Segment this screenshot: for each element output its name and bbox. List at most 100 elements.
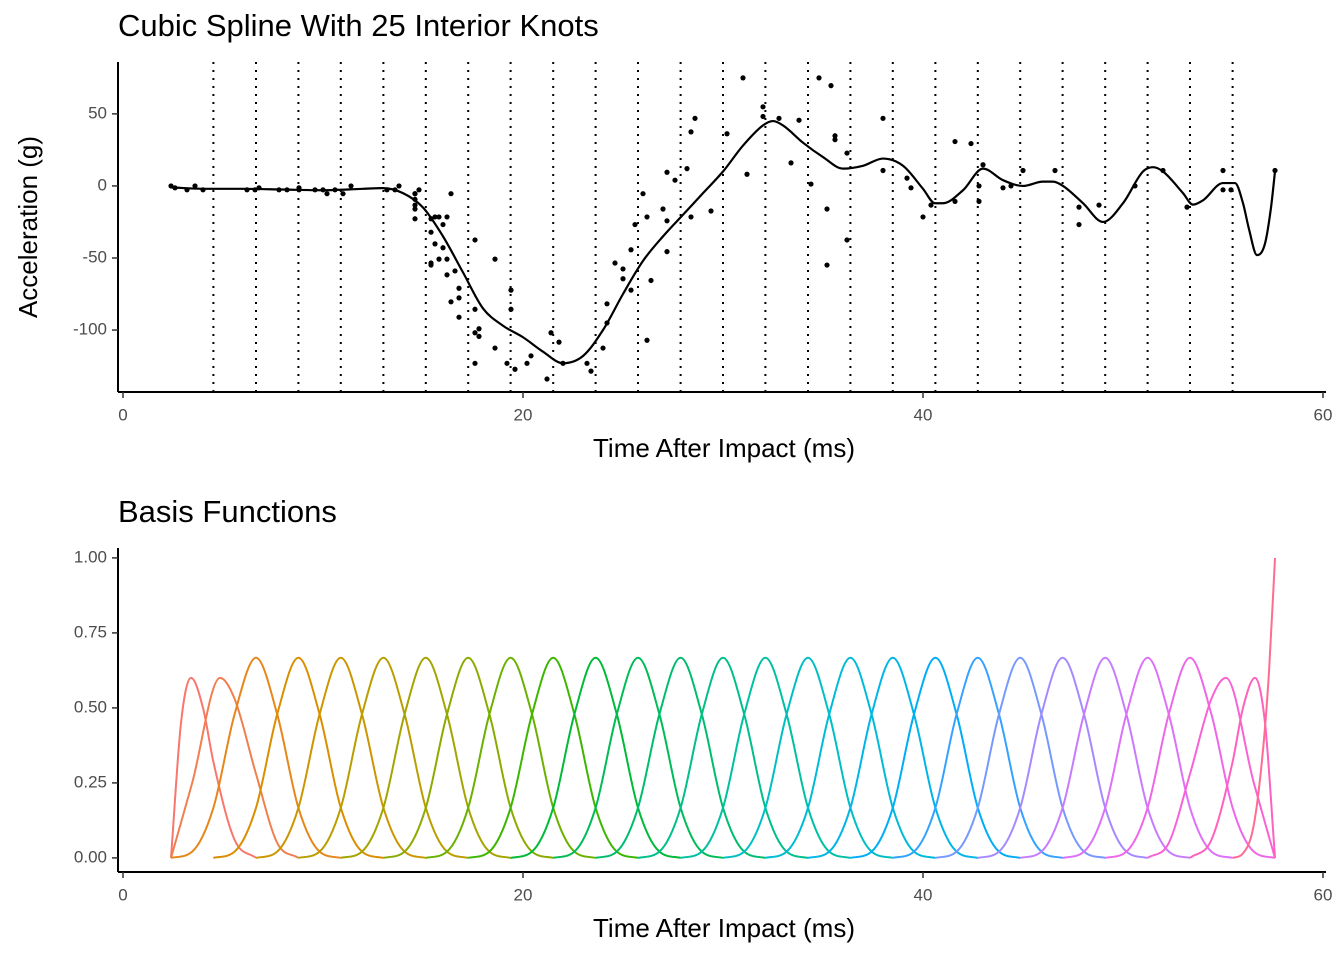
data-point bbox=[1272, 167, 1278, 174]
data-point bbox=[744, 171, 750, 177]
y-tick-label: -100 bbox=[73, 320, 107, 339]
data-point bbox=[440, 245, 446, 251]
data-point bbox=[672, 177, 678, 183]
data-point bbox=[808, 181, 814, 187]
data-point bbox=[412, 202, 418, 208]
basis-line bbox=[255, 656, 427, 859]
basis-line bbox=[1104, 656, 1276, 859]
data-point bbox=[472, 330, 478, 336]
data-point bbox=[444, 272, 450, 278]
basis-line bbox=[467, 656, 639, 859]
data-point bbox=[968, 140, 974, 147]
data-point bbox=[796, 117, 802, 123]
data-point bbox=[920, 214, 926, 220]
data-point bbox=[472, 360, 478, 366]
data-point bbox=[524, 360, 530, 366]
data-point bbox=[692, 115, 698, 121]
data-point bbox=[760, 113, 766, 120]
data-point bbox=[1000, 185, 1006, 191]
data-point bbox=[428, 229, 434, 235]
data-point bbox=[740, 75, 746, 81]
data-point bbox=[632, 221, 638, 228]
data-point bbox=[436, 256, 442, 262]
data-point bbox=[684, 166, 690, 172]
x-tick-label: 40 bbox=[914, 885, 933, 904]
data-point bbox=[628, 247, 634, 253]
x-tick-label: 60 bbox=[1314, 885, 1333, 904]
data-point bbox=[1020, 167, 1026, 174]
basis-line bbox=[1147, 676, 1276, 859]
data-point bbox=[492, 256, 498, 262]
data-point bbox=[476, 326, 482, 332]
y-tick-label: 0.75 bbox=[74, 622, 107, 641]
data-point bbox=[456, 285, 462, 291]
data-point bbox=[396, 183, 402, 189]
data-point bbox=[1228, 187, 1234, 193]
basis-line bbox=[1232, 557, 1276, 859]
data-point bbox=[928, 202, 934, 208]
data-point bbox=[508, 306, 514, 312]
data-point bbox=[880, 167, 886, 174]
data-point bbox=[432, 214, 438, 220]
basis-line bbox=[213, 656, 384, 859]
data-point bbox=[412, 191, 418, 197]
y-axis-title: Acceleration (g) bbox=[13, 136, 43, 318]
data-point bbox=[456, 314, 462, 320]
data-point bbox=[832, 137, 838, 143]
data-point bbox=[880, 115, 886, 121]
data-point bbox=[436, 214, 442, 220]
data-point bbox=[816, 75, 822, 81]
basis-line bbox=[1019, 656, 1191, 859]
data-point bbox=[508, 287, 514, 293]
y-tick-label: 1.00 bbox=[74, 547, 107, 566]
data-point bbox=[952, 198, 958, 204]
basis-line bbox=[170, 676, 257, 859]
basis-line bbox=[637, 656, 809, 859]
data-point bbox=[980, 162, 986, 168]
data-point bbox=[664, 169, 670, 175]
x-tick-label: 0 bbox=[118, 405, 127, 424]
data-point bbox=[1220, 167, 1226, 174]
basis-line bbox=[510, 656, 681, 859]
x-tick-label: 60 bbox=[1314, 405, 1333, 424]
data-point bbox=[644, 214, 650, 220]
data-point bbox=[428, 262, 434, 268]
data-point bbox=[600, 345, 606, 351]
data-point bbox=[908, 185, 914, 191]
data-point bbox=[1076, 221, 1082, 228]
data-point bbox=[476, 333, 482, 339]
basis-line bbox=[170, 676, 299, 859]
x-tick-label: 20 bbox=[514, 885, 533, 904]
data-point bbox=[544, 376, 550, 382]
basis-line bbox=[977, 656, 1148, 859]
data-point bbox=[664, 218, 670, 224]
x-axis-title: Time After Impact (ms) bbox=[593, 913, 855, 943]
basis-line bbox=[892, 656, 1063, 859]
data-point bbox=[612, 260, 618, 266]
data-point bbox=[192, 183, 198, 189]
data-point bbox=[832, 133, 838, 139]
data-point bbox=[976, 198, 982, 204]
data-point bbox=[648, 277, 654, 284]
data-point bbox=[1096, 202, 1102, 208]
data-point bbox=[664, 249, 670, 255]
data-point bbox=[440, 221, 446, 228]
y-tick-label: 0.25 bbox=[74, 772, 107, 791]
data-point bbox=[444, 256, 450, 262]
data-point bbox=[644, 337, 650, 343]
y-tick-label: 0.00 bbox=[74, 847, 107, 866]
basis-line bbox=[722, 656, 894, 859]
panel-title: Basis Functions bbox=[118, 494, 337, 529]
data-point bbox=[512, 366, 518, 372]
data-point bbox=[620, 276, 626, 282]
data-point bbox=[504, 360, 510, 366]
basis-line bbox=[383, 656, 554, 859]
data-point bbox=[556, 339, 562, 345]
basis-line bbox=[170, 656, 342, 859]
data-point bbox=[844, 150, 850, 156]
data-point bbox=[760, 104, 766, 110]
data-point bbox=[1184, 204, 1190, 210]
basis-line bbox=[935, 656, 1106, 859]
data-point bbox=[448, 299, 454, 305]
